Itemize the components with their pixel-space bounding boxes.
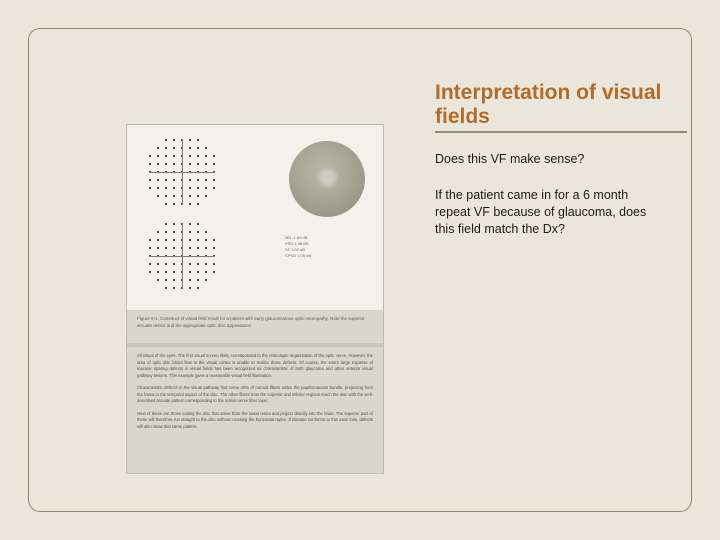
figure-body-text: All visual of the eyes. The first visual… (137, 353, 373, 463)
figure-body-paragraph: Next of these are those exiting the disc… (137, 411, 373, 431)
slide-paragraph-2: If the patient came in for a 6 month rep… (435, 187, 665, 238)
page-gap (127, 343, 383, 347)
vf-statistics: MD -1.60 dBPSD 1.48 dBSF 1.02 dBCPSD 1.0… (285, 235, 365, 295)
stats-line: CPSD 1.05 dB (285, 253, 365, 259)
figure-body-paragraph: All visual of the eyes. The first visual… (137, 353, 373, 379)
figure-caption: Figure 6-1. Construct of visual field re… (137, 315, 373, 329)
slide-heading: Interpretation of visual fields (435, 81, 687, 133)
vf-threshold-grid-2 (149, 223, 219, 293)
fundus-circle (289, 141, 365, 217)
vf-threshold-grid-1 (149, 139, 219, 209)
slide-paragraph-1: Does this VF make sense? (435, 151, 665, 168)
vf-figure: MD -1.60 dBPSD 1.48 dBSF 1.02 dBCPSD 1.0… (126, 124, 384, 474)
slide-frame: MD -1.60 dBPSD 1.48 dBSF 1.02 dBCPSD 1.0… (28, 28, 692, 512)
slide-content: MD -1.60 dBPSD 1.48 dBSF 1.02 dBCPSD 1.0… (29, 29, 691, 511)
figure-body-paragraph: Characteristic defects in the visual pat… (137, 385, 373, 405)
